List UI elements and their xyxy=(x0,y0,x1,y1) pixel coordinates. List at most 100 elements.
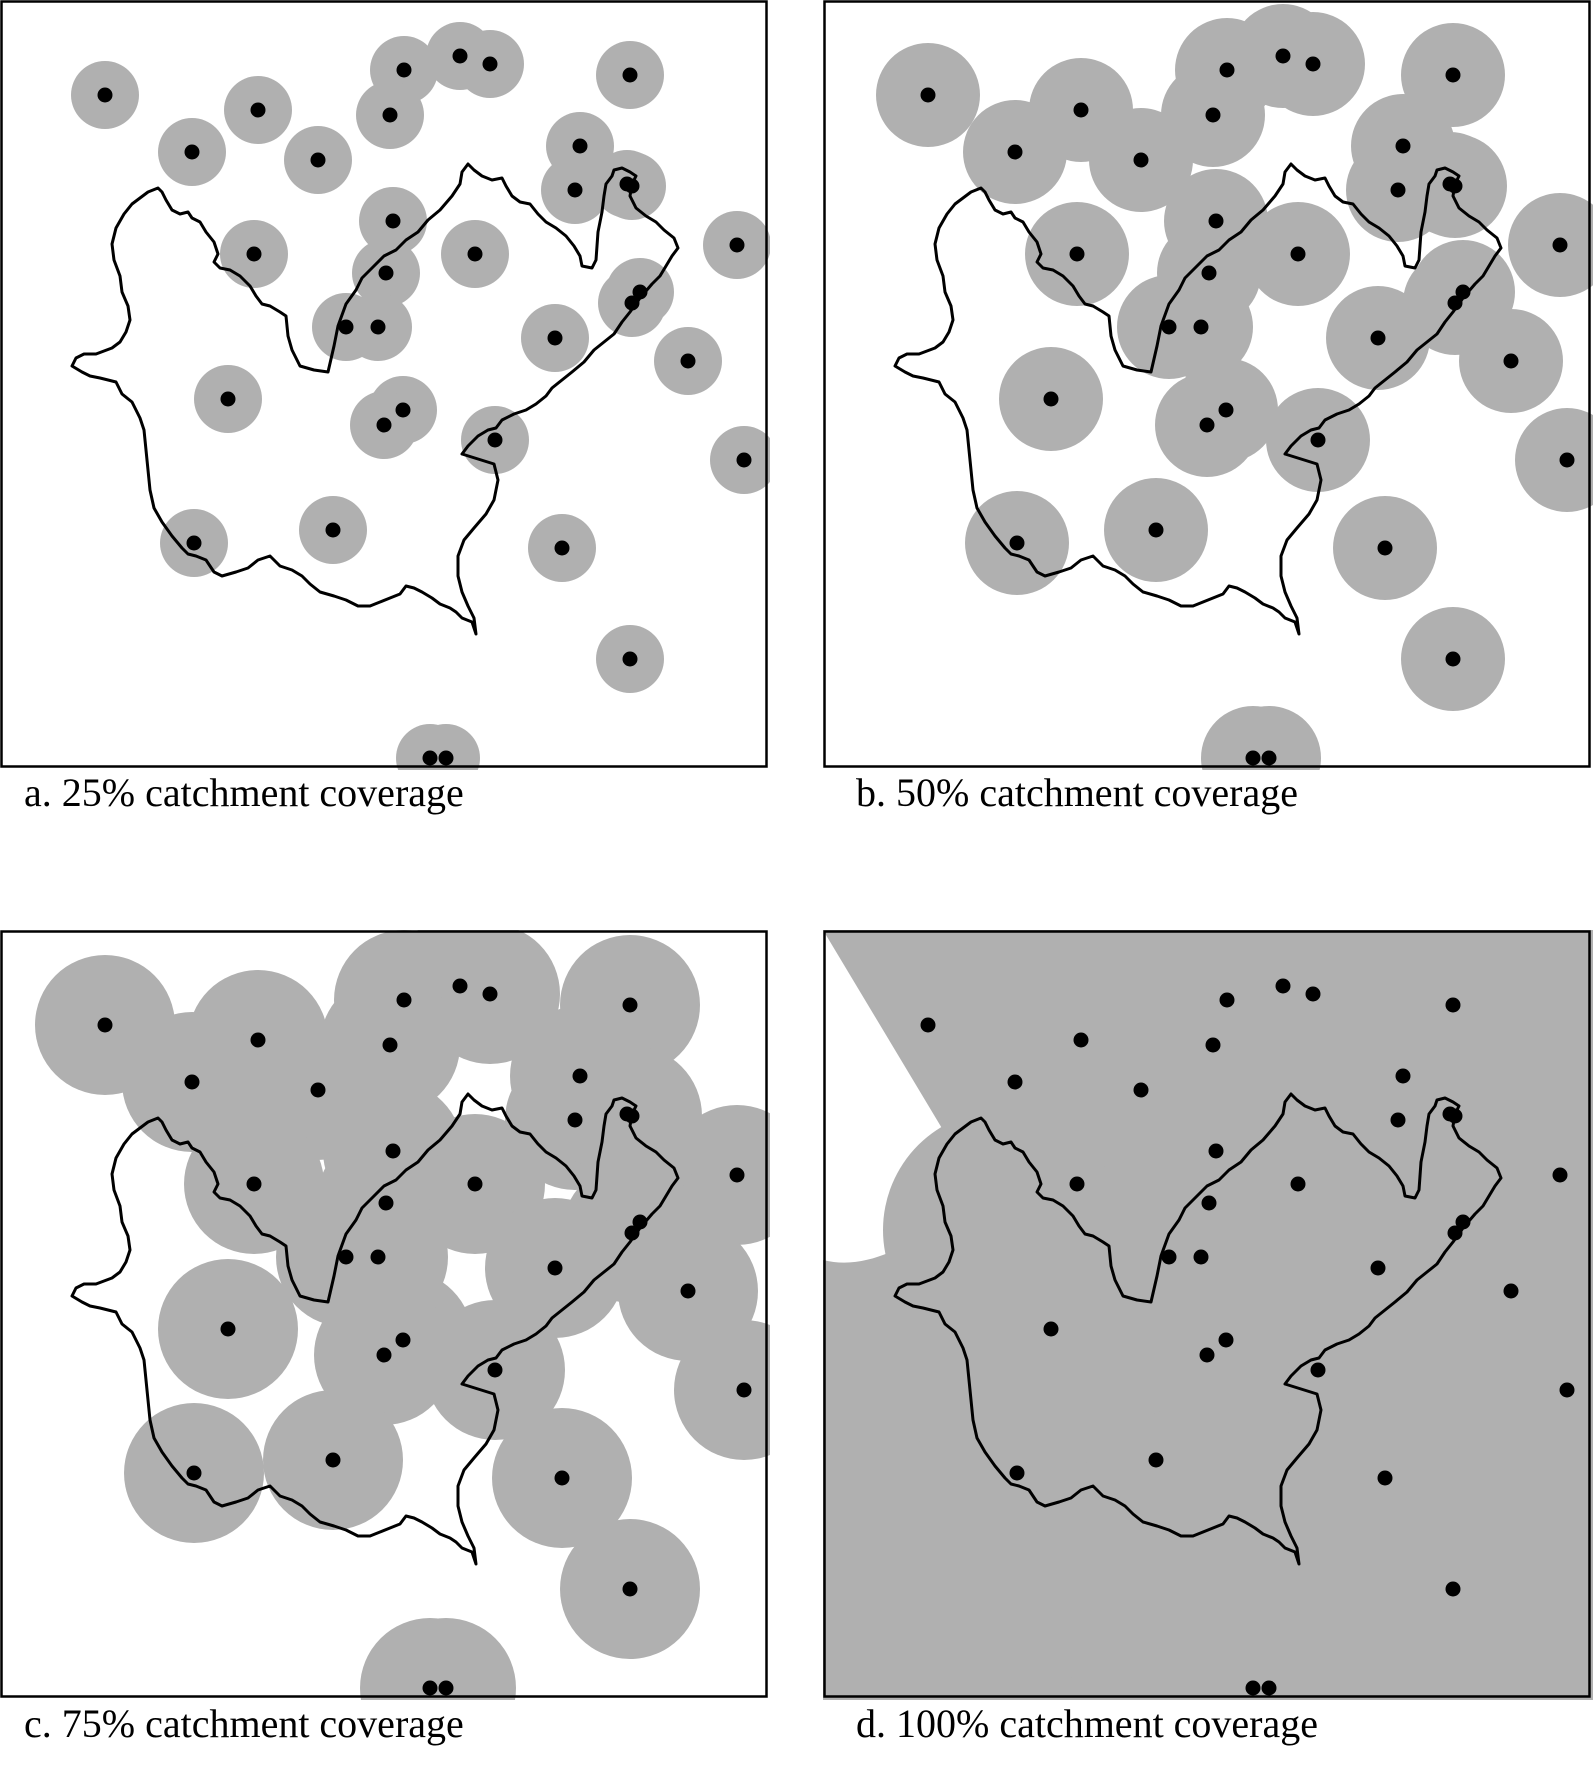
station-dot xyxy=(1148,1452,1164,1468)
station-dot xyxy=(1445,651,1461,667)
station-dot xyxy=(395,1332,411,1348)
station-dot xyxy=(1069,1176,1085,1192)
station-dot xyxy=(325,1452,341,1468)
frame-c xyxy=(0,930,768,1698)
station-dot xyxy=(1370,330,1386,346)
buffer-circle xyxy=(883,1110,1123,1350)
catchment-boundary-d xyxy=(893,1092,1503,1566)
station-dot xyxy=(1218,402,1234,418)
station-dot xyxy=(1205,1037,1221,1053)
station-dot xyxy=(1447,1108,1463,1124)
station-dot xyxy=(370,1249,386,1265)
station-dot xyxy=(920,1017,936,1033)
station-dot xyxy=(1310,432,1326,448)
station-dot xyxy=(632,284,648,300)
caption-c: c. 75% catchment coverage xyxy=(24,1701,464,1746)
stations-a xyxy=(97,48,752,766)
station-dot xyxy=(624,178,640,194)
station-dot xyxy=(1310,1362,1326,1378)
station-dot xyxy=(382,107,398,123)
station-dot xyxy=(395,402,411,418)
buffer-circle xyxy=(1217,706,1321,770)
station-dot xyxy=(1133,1082,1149,1098)
station-dot xyxy=(680,353,696,369)
station-dot xyxy=(467,1176,483,1192)
station-dot xyxy=(1193,319,1209,335)
station-dot xyxy=(325,522,341,538)
catchment-boundary-b xyxy=(893,162,1503,636)
station-dot xyxy=(1245,750,1261,766)
station-dot xyxy=(547,1260,563,1276)
station-dot xyxy=(220,391,236,407)
station-dot xyxy=(220,1321,236,1337)
station-dot xyxy=(1305,986,1321,1002)
station-dot xyxy=(1219,62,1235,78)
station-dot xyxy=(622,651,638,667)
station-dot xyxy=(1290,246,1306,262)
frame-a xyxy=(0,0,768,768)
station-dot xyxy=(1009,535,1025,551)
station-dot xyxy=(482,986,498,1002)
station-dot xyxy=(1552,237,1568,253)
station-dot xyxy=(1218,1332,1234,1348)
station-dot xyxy=(385,213,401,229)
station-dot xyxy=(1161,1249,1177,1265)
station-dot xyxy=(184,1074,200,1090)
catchment-boundary-a xyxy=(70,162,680,636)
caption-d: d. 100% catchment coverage xyxy=(856,1701,1319,1746)
station-dot xyxy=(1208,213,1224,229)
station-dot xyxy=(376,417,392,433)
station-dot xyxy=(1455,1214,1471,1230)
buffers-b xyxy=(876,4,1593,770)
buffer-circle xyxy=(674,1320,770,1460)
station-dot xyxy=(736,1382,752,1398)
buffer-circle xyxy=(1515,408,1593,512)
station-dot xyxy=(376,1347,392,1363)
station-dot xyxy=(920,87,936,103)
station-dot xyxy=(370,319,386,335)
buffer-circle xyxy=(1508,193,1593,297)
station-dot xyxy=(1043,391,1059,407)
station-dot xyxy=(547,330,563,346)
station-dot xyxy=(632,1214,648,1230)
station-dot xyxy=(622,997,638,1013)
station-dot xyxy=(487,432,503,448)
station-dot xyxy=(1073,1032,1089,1048)
station-dot xyxy=(396,992,412,1008)
station-dot xyxy=(422,750,438,766)
station-dot xyxy=(567,182,583,198)
stations-b xyxy=(920,48,1575,766)
station-dot xyxy=(729,237,745,253)
station-dot xyxy=(1201,265,1217,281)
station-dot xyxy=(1208,1143,1224,1159)
caption-b: b. 50% catchment coverage xyxy=(856,770,1299,815)
station-dot xyxy=(438,750,454,766)
station-dot xyxy=(186,535,202,551)
station-dot xyxy=(310,152,326,168)
station-dot xyxy=(572,138,588,154)
station-dot xyxy=(338,319,354,335)
station-dot xyxy=(378,265,394,281)
station-dot xyxy=(1219,992,1235,1008)
station-dot xyxy=(422,1680,438,1696)
station-dot xyxy=(378,1195,394,1211)
station-dot xyxy=(1447,178,1463,194)
station-dot xyxy=(1503,1283,1519,1299)
station-dot xyxy=(396,62,412,78)
station-dot xyxy=(1552,1167,1568,1183)
station-dot xyxy=(729,1167,745,1183)
station-dot xyxy=(1161,319,1177,335)
station-dot xyxy=(1009,1465,1025,1481)
station-dot xyxy=(1073,102,1089,118)
station-dot xyxy=(1261,1680,1277,1696)
station-dot xyxy=(622,67,638,83)
station-dot xyxy=(97,1017,113,1033)
station-dot xyxy=(1275,978,1291,994)
station-dot xyxy=(482,56,498,72)
station-dot xyxy=(1447,295,1463,311)
station-dot xyxy=(1559,1382,1575,1398)
station-dot xyxy=(624,295,640,311)
station-dot xyxy=(246,246,262,262)
station-dot xyxy=(1193,1249,1209,1265)
station-dot xyxy=(736,452,752,468)
